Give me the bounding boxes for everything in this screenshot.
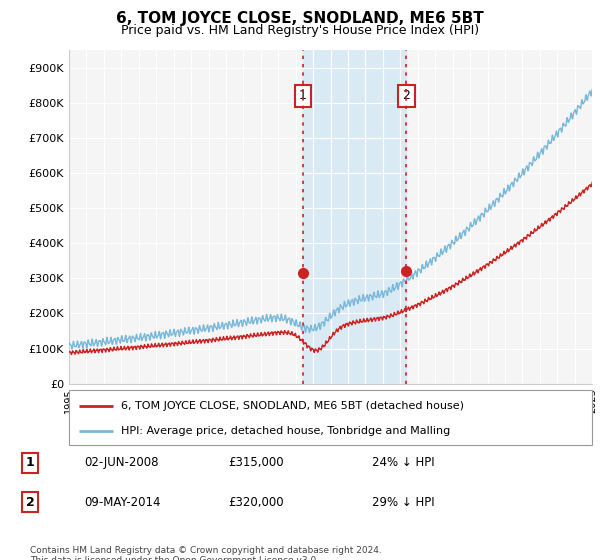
Text: £315,000: £315,000 [228,456,284,469]
Text: 24% ↓ HPI: 24% ↓ HPI [372,456,434,469]
Text: 6, TOM JOYCE CLOSE, SNODLAND, ME6 5BT: 6, TOM JOYCE CLOSE, SNODLAND, ME6 5BT [116,11,484,26]
Text: Contains HM Land Registry data © Crown copyright and database right 2024.
This d: Contains HM Land Registry data © Crown c… [30,546,382,560]
Text: 6, TOM JOYCE CLOSE, SNODLAND, ME6 5BT (detached house): 6, TOM JOYCE CLOSE, SNODLAND, ME6 5BT (d… [121,401,464,410]
Text: Price paid vs. HM Land Registry's House Price Index (HPI): Price paid vs. HM Land Registry's House … [121,24,479,36]
Text: 1: 1 [26,456,34,469]
Text: HPI: Average price, detached house, Tonbridge and Malling: HPI: Average price, detached house, Tonb… [121,427,451,436]
Text: £320,000: £320,000 [228,496,284,508]
Text: 02-JUN-2008: 02-JUN-2008 [84,456,158,469]
Text: 09-MAY-2014: 09-MAY-2014 [84,496,161,508]
Text: 1: 1 [299,90,307,102]
Text: 2: 2 [26,496,34,508]
Text: 29% ↓ HPI: 29% ↓ HPI [372,496,434,508]
Text: 2: 2 [403,90,410,102]
FancyBboxPatch shape [69,390,592,445]
Bar [303,50,406,384]
